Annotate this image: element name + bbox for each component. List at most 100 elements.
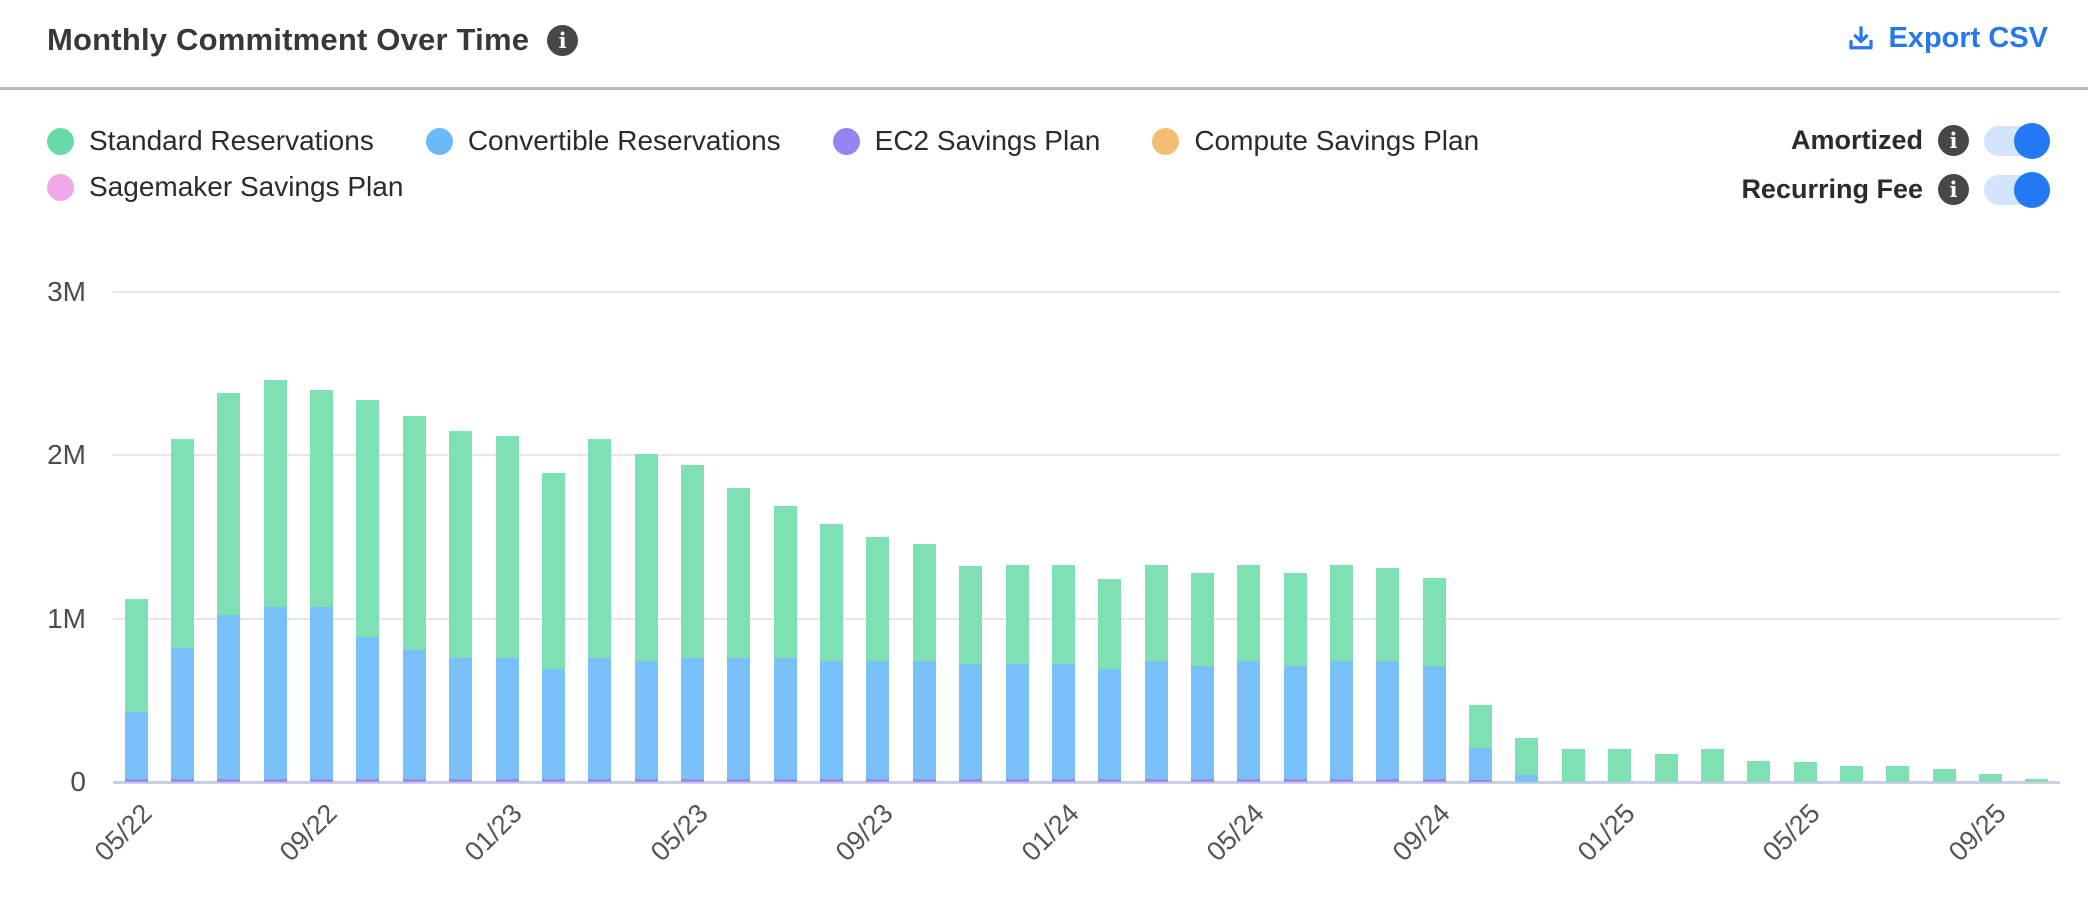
bar-segment-ec2-savings-plan: [634, 778, 658, 782]
x-tick-label: 05/23: [644, 798, 714, 867]
bar-segment-ec2-savings-plan: [1144, 778, 1168, 782]
stacked-bar-06/24[interactable]: [1283, 572, 1307, 782]
bar-segment-standard-reservations: [1747, 760, 1771, 782]
bar-slot-12/22: [438, 292, 484, 782]
stacked-bar-02/24[interactable]: [1098, 579, 1122, 782]
amortized-info-icon[interactable]: i: [1938, 125, 1969, 156]
bar-segment-convertible-reservations: [217, 615, 241, 779]
legend-item-compute-savings-plan[interactable]: Compute Savings Plan: [1152, 125, 1479, 157]
stacked-bar-05/23[interactable]: [680, 465, 704, 782]
stacked-bar-12/23[interactable]: [1005, 564, 1029, 782]
bar-segment-standard-reservations: [1190, 572, 1214, 667]
stacked-bar-08/25[interactable]: [1932, 768, 1956, 782]
bar-slot-10/24: [1457, 292, 1503, 782]
stacked-bar-06/22[interactable]: [171, 439, 195, 782]
bar-slot-03/25: [1689, 292, 1735, 782]
stacked-bar-07/22[interactable]: [217, 393, 241, 782]
stacked-bar-11/23[interactable]: [959, 566, 983, 782]
bar-segment-ec2-savings-plan: [310, 778, 334, 782]
bar-slot-02/25: [1643, 292, 1689, 782]
bar-segment-ec2-savings-plan: [1376, 778, 1400, 782]
stacked-bar-04/25[interactable]: [1747, 760, 1771, 782]
bar-segment-ec2-savings-plan: [1237, 778, 1261, 782]
stacked-bar-01/24[interactable]: [1051, 564, 1075, 782]
bar-slot-11/24: [1504, 292, 1550, 782]
bar-slot-04/24: [1179, 292, 1225, 782]
bar-segment-standard-reservations: [1330, 564, 1354, 662]
stacked-bar-05/24[interactable]: [1237, 564, 1261, 782]
bar-segment-standard-reservations: [1932, 768, 1956, 782]
bar-segment-standard-reservations: [1608, 749, 1632, 782]
bar-slot-08/25: [1921, 292, 1967, 782]
legend-item-standard-reservations[interactable]: Standard Reservations: [47, 125, 374, 157]
bar-segment-convertible-reservations: [310, 607, 334, 779]
stacked-bar-09/23[interactable]: [866, 537, 890, 782]
toggle-label: Amortized: [1790, 125, 1923, 155]
legend-label: EC2 Savings Plan: [874, 125, 1101, 156]
bar-segment-standard-reservations: [820, 523, 844, 662]
stacked-bar-06/23[interactable]: [727, 488, 751, 782]
bar-segment-ec2-savings-plan: [495, 778, 519, 782]
bar-segment-standard-reservations: [1144, 564, 1168, 662]
stacked-bar-12/22[interactable]: [449, 430, 473, 782]
bar-slot-01/25: [1597, 292, 1643, 782]
stacked-bar-11/24[interactable]: [1515, 737, 1539, 782]
bar-segment-ec2-savings-plan: [959, 778, 983, 782]
x-tick-label: 01/25: [1571, 798, 1641, 867]
stacked-bar-11/22[interactable]: [402, 416, 426, 782]
stacked-bar-03/24[interactable]: [1144, 564, 1168, 782]
stacked-bar-10/25[interactable]: [2025, 778, 2049, 782]
bar-segment-convertible-reservations: [1283, 666, 1307, 779]
legend-item-sagemaker-savings-plan[interactable]: Sagemaker Savings Plan: [47, 171, 403, 203]
stacked-bar-05/22[interactable]: [124, 599, 148, 782]
stacked-bar-07/25[interactable]: [1886, 765, 1910, 782]
stacked-bar-10/22[interactable]: [356, 399, 380, 782]
gridline-1M: [113, 617, 2060, 620]
recurring-fee-toggle[interactable]: [1984, 171, 2050, 208]
stacked-bar-09/25[interactable]: [1979, 773, 2003, 782]
stacked-bar-08/23[interactable]: [820, 523, 844, 782]
toggle-row-amortized: Amortized i: [1741, 122, 2050, 159]
stacked-bar-12/24[interactable]: [1561, 749, 1585, 782]
stacked-bar-10/24[interactable]: [1469, 705, 1493, 782]
bar-slot-09/23: [855, 292, 901, 782]
bar-segment-ec2-savings-plan: [217, 778, 241, 782]
stacked-bar-10/23[interactable]: [912, 543, 936, 782]
bar-segment-standard-reservations: [1561, 749, 1585, 782]
stacked-bar-07/23[interactable]: [773, 505, 797, 782]
stacked-bar-02/23[interactable]: [541, 473, 565, 782]
bar-segment-standard-reservations: [866, 537, 890, 662]
legend-item-ec2-savings-plan[interactable]: EC2 Savings Plan: [832, 125, 1101, 157]
bar-segment-ec2-savings-plan: [1469, 780, 1493, 782]
bar-segment-ec2-savings-plan: [263, 778, 287, 782]
stacked-bar-05/25[interactable]: [1793, 762, 1817, 782]
legend-label: Standard Reservations: [89, 125, 374, 156]
stacked-bar-04/24[interactable]: [1190, 572, 1214, 782]
stacked-bar-07/24[interactable]: [1330, 564, 1354, 782]
stacked-bar-03/23[interactable]: [588, 439, 612, 782]
bar-segment-standard-reservations: [1005, 564, 1029, 665]
title-info-icon[interactable]: i: [547, 24, 579, 56]
bar-slot-04/23: [623, 292, 669, 782]
stacked-bar-01/25[interactable]: [1608, 749, 1632, 782]
recurring-fee-info-icon[interactable]: i: [1938, 174, 1969, 205]
stacked-bar-08/24[interactable]: [1376, 568, 1400, 782]
legend-item-convertible-reservations[interactable]: Convertible Reservations: [425, 125, 781, 157]
bar-segment-standard-reservations: [773, 505, 797, 658]
stacked-bar-03/25[interactable]: [1700, 749, 1724, 782]
stacked-bar-01/23[interactable]: [495, 435, 519, 782]
stacked-bar-02/25[interactable]: [1654, 754, 1678, 782]
bar-slot-09/24: [1411, 292, 1457, 782]
bar-segment-convertible-reservations: [1190, 666, 1214, 779]
stacked-bar-08/22[interactable]: [263, 380, 287, 782]
amortized-toggle[interactable]: [1984, 122, 2050, 159]
bar-segment-convertible-reservations: [634, 661, 658, 779]
bar-segment-standard-reservations: [1422, 577, 1446, 667]
stacked-bar-04/23[interactable]: [634, 453, 658, 782]
toggle-knob: [2014, 171, 2050, 208]
export-csv-button[interactable]: Export CSV: [1846, 22, 2048, 55]
stacked-bar-09/24[interactable]: [1422, 577, 1446, 782]
stacked-bar-09/22[interactable]: [310, 390, 334, 782]
stacked-bar-06/25[interactable]: [1839, 765, 1863, 782]
